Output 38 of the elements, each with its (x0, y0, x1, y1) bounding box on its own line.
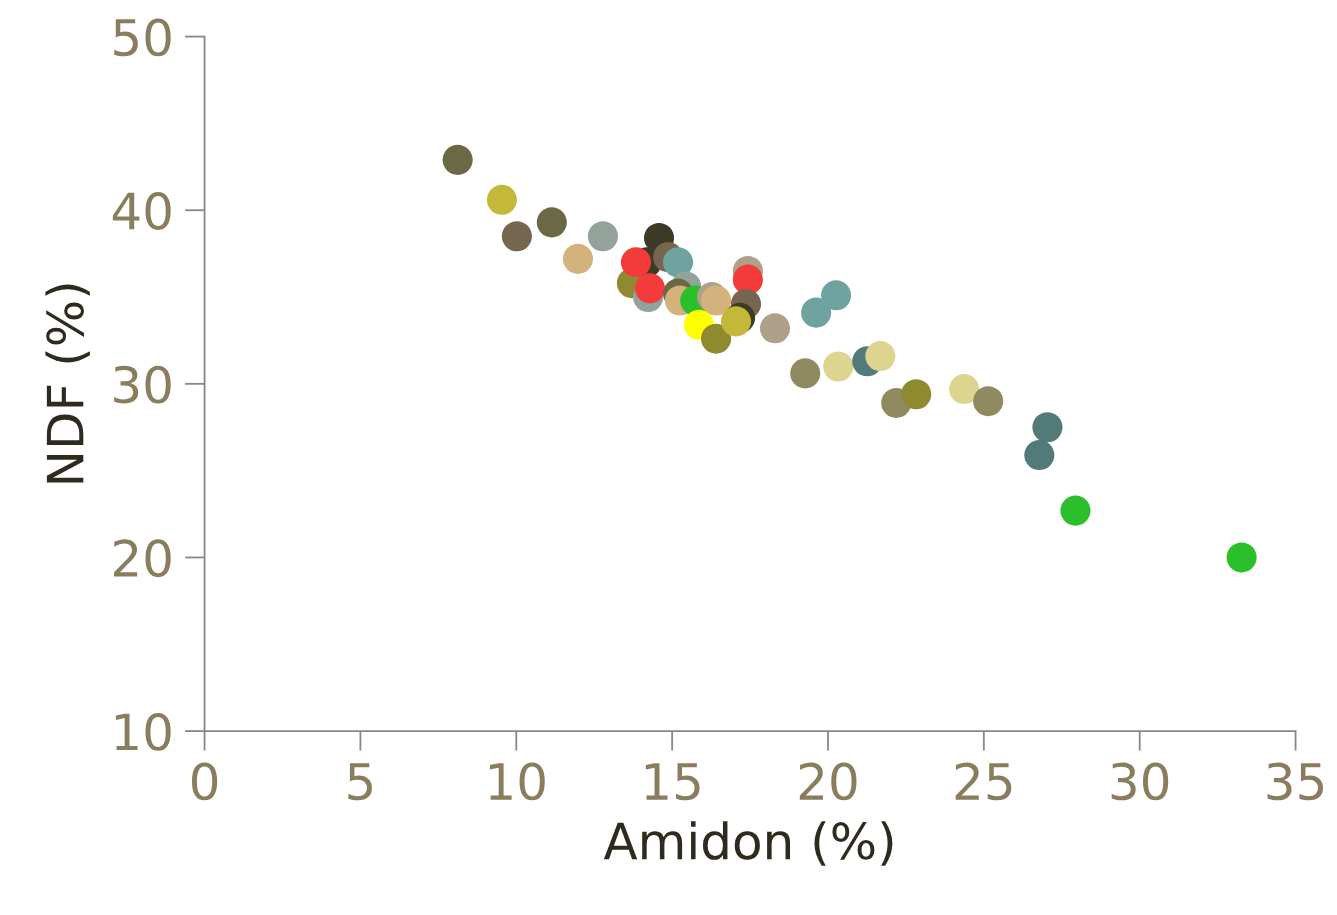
point (901, 379, 932, 410)
y-tick-label: 20 (114, 539, 171, 578)
y-tick-label: 30 (114, 365, 171, 404)
point (1024, 439, 1055, 471)
x-tick-label: 10 (489, 762, 545, 801)
x-tick-label: 5 (348, 763, 372, 801)
point (759, 313, 791, 344)
point (701, 323, 732, 354)
point (442, 144, 473, 175)
y-tick-label: 10 (115, 712, 171, 751)
point (634, 273, 666, 304)
point (1226, 542, 1257, 573)
point (1032, 412, 1063, 443)
point (801, 297, 832, 328)
point (865, 341, 896, 372)
point (486, 184, 517, 215)
x-tick-label: 20 (799, 762, 857, 801)
point (1060, 495, 1091, 526)
point (823, 351, 854, 382)
point (663, 247, 694, 278)
point (536, 207, 567, 238)
point (587, 221, 618, 252)
x-tick-label: 25 (955, 762, 1012, 801)
y-axis-title: NDF (%) (45, 284, 90, 483)
point (562, 243, 594, 274)
x-axis-title: Amidon (%) (603, 821, 893, 866)
x-tick-label: 35 (1267, 762, 1323, 801)
x-tick-label: 15 (645, 763, 700, 801)
point (790, 358, 821, 389)
x-tick-label: 0 (191, 762, 218, 801)
x-tick-label: 30 (1111, 762, 1169, 801)
point (949, 374, 980, 405)
y-tick-label: 50 (114, 18, 171, 57)
point (821, 280, 852, 311)
point (973, 386, 1004, 417)
y-tick-label: 40 (112, 192, 171, 230)
point (501, 221, 532, 252)
point (620, 247, 652, 278)
